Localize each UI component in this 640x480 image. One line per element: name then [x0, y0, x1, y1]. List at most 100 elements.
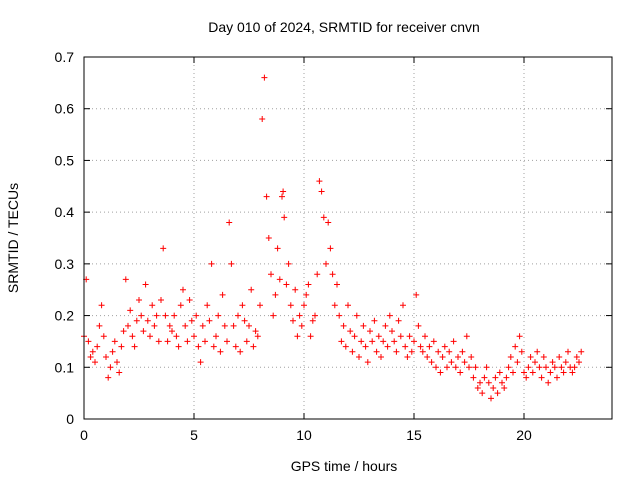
- data-point: [543, 364, 549, 371]
- data-point: [393, 348, 400, 355]
- data-point: [389, 328, 395, 335]
- data-points: [81, 74, 585, 402]
- data-point: [261, 74, 268, 81]
- data-point: [369, 338, 376, 345]
- data-point: [437, 369, 444, 376]
- data-point: [221, 322, 228, 329]
- data-point: [459, 348, 466, 355]
- data-point: [85, 338, 92, 345]
- data-point: [505, 364, 512, 371]
- axes: [83, 56, 612, 420]
- data-point: [367, 328, 373, 335]
- data-point: [309, 317, 316, 324]
- x-tick-label: 10: [296, 427, 312, 443]
- data-point: [549, 359, 556, 366]
- data-point: [391, 338, 398, 345]
- data-point: [327, 245, 334, 252]
- data-point: [496, 369, 503, 376]
- data-point: [444, 364, 450, 371]
- data-point: [468, 353, 475, 360]
- x-tick-label: 0: [80, 427, 88, 443]
- data-point: [501, 384, 508, 391]
- data-point: [455, 353, 461, 360]
- data-point: [210, 343, 217, 350]
- data-point: [364, 359, 371, 366]
- data-point: [406, 333, 413, 340]
- data-point: [131, 343, 138, 350]
- data-point: [301, 302, 307, 309]
- data-point: [279, 193, 285, 200]
- data-point: [294, 333, 301, 340]
- data-point: [413, 291, 420, 298]
- data-point: [512, 343, 519, 350]
- data-point: [463, 333, 470, 340]
- y-tick-label: 0.5: [55, 152, 75, 168]
- data-point: [140, 328, 147, 335]
- data-point: [158, 297, 164, 304]
- plot-border: [83, 56, 613, 420]
- data-point: [103, 353, 109, 360]
- data-point: [111, 338, 118, 345]
- data-point: [402, 343, 409, 350]
- grid: [84, 57, 612, 419]
- data-point: [490, 384, 497, 391]
- data-point: [481, 374, 488, 381]
- data-point: [492, 374, 499, 381]
- data-point: [450, 338, 457, 345]
- data-point: [433, 364, 439, 371]
- data-point: [338, 338, 345, 345]
- data-point: [360, 322, 367, 329]
- data-point: [265, 235, 272, 241]
- data-point: [114, 359, 120, 366]
- data-point: [127, 307, 134, 314]
- data-point: [173, 333, 180, 340]
- data-point: [213, 333, 219, 340]
- data-point: [305, 281, 312, 288]
- data-point: [448, 359, 455, 366]
- data-point: [521, 369, 527, 376]
- data-point: [272, 291, 279, 298]
- data-point: [461, 359, 468, 366]
- data-point: [428, 359, 435, 366]
- data-point: [494, 390, 501, 397]
- data-point: [560, 369, 567, 376]
- data-point: [386, 312, 393, 319]
- data-point: [188, 317, 195, 324]
- data-point: [193, 312, 200, 319]
- data-point: [105, 374, 112, 381]
- data-point: [384, 343, 391, 350]
- x-axis-label: GPS time / hours: [291, 458, 398, 474]
- data-point: [94, 343, 101, 350]
- data-point: [347, 328, 354, 335]
- data-point: [356, 353, 362, 360]
- data-point: [316, 178, 323, 185]
- data-point: [358, 338, 365, 345]
- data-point: [184, 338, 191, 345]
- data-point: [545, 379, 552, 386]
- data-point: [155, 338, 162, 345]
- data-point: [375, 333, 382, 340]
- data-point: [292, 286, 299, 293]
- data-point: [116, 369, 123, 376]
- data-point: [252, 328, 259, 335]
- data-point: [228, 260, 235, 267]
- data-point: [283, 281, 290, 288]
- data-point: [534, 348, 541, 355]
- data-point: [230, 322, 237, 329]
- x-tick-label: 15: [406, 427, 422, 443]
- data-point: [276, 276, 283, 283]
- data-point: [235, 312, 241, 319]
- data-point: [565, 348, 571, 355]
- data-point: [547, 369, 554, 376]
- data-point: [397, 333, 404, 340]
- data-point: [470, 374, 477, 381]
- data-point: [151, 322, 158, 329]
- data-point: [426, 343, 433, 350]
- data-point: [349, 348, 356, 355]
- data-point: [191, 333, 197, 340]
- data-point: [274, 245, 281, 252]
- data-point: [523, 374, 530, 381]
- data-point: [100, 333, 107, 340]
- y-tick-label: 0.7: [55, 49, 75, 65]
